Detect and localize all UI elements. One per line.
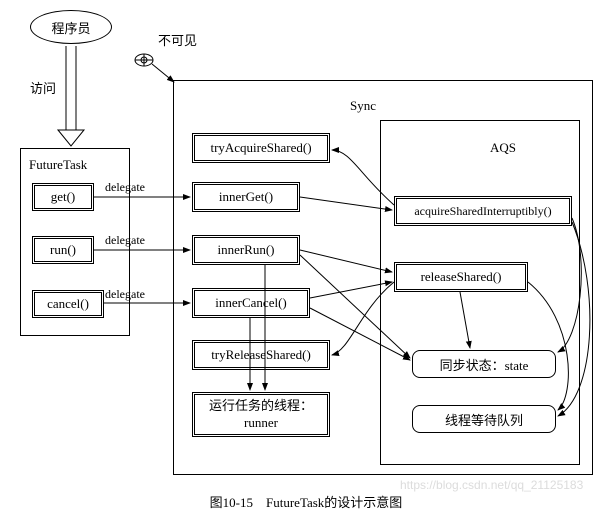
aqs-title-text: AQS: [490, 140, 516, 155]
delegate-text-1: delegate: [105, 180, 145, 194]
waitq-text: 线程等待队列: [445, 410, 523, 429]
invisible-text: 不可见: [158, 33, 197, 48]
tryrelease-node: tryReleaseShared(): [192, 340, 330, 370]
watermark-text: https://blog.csdn.net/qq_21125183: [400, 478, 583, 492]
sync-title: Sync: [350, 98, 376, 114]
get-text: get(): [51, 189, 76, 205]
innercancel-node: innerCancel(): [192, 288, 310, 318]
watermark: https://blog.csdn.net/qq_21125183: [400, 478, 583, 492]
delegate-label-1: delegate: [105, 180, 145, 195]
runner-node: 运行任务的线程：runner: [192, 392, 330, 437]
invisible-label: 不可见: [158, 30, 197, 49]
delegate-text-2: delegate: [105, 233, 145, 247]
get-node: get(): [32, 183, 94, 211]
run-text: run(): [50, 242, 76, 258]
innerrun-node: innerRun(): [192, 235, 300, 265]
sync-title-text: Sync: [350, 98, 376, 113]
innerget-text: innerGet(): [219, 189, 273, 205]
delegate-label-3: delegate: [105, 287, 145, 302]
eye-icon: [132, 48, 156, 72]
access-text: 访问: [30, 81, 56, 96]
runner-text: 运行任务的线程：runner: [195, 398, 327, 432]
waitq-node: 线程等待队列: [412, 405, 556, 433]
futuretask-title: FutureTask: [29, 157, 137, 173]
figure-caption: 图10-15 FutureTask的设计示意图: [0, 492, 612, 511]
state-node: 同步状态：state: [412, 350, 556, 378]
acqsi-node: acquireSharedInterruptibly(): [394, 196, 572, 226]
relshared-text: releaseShared(): [421, 269, 502, 285]
caption-text: 图10-15 FutureTask的设计示意图: [210, 495, 403, 510]
futuretask-title-text: FutureTask: [29, 157, 87, 172]
aqs-title: AQS: [490, 140, 516, 156]
access-label: 访问: [30, 78, 56, 97]
innercancel-text: innerCancel(): [215, 295, 286, 311]
relshared-node: releaseShared(): [394, 262, 528, 292]
tryacquire-text: tryAcquireShared(): [210, 140, 311, 156]
tryacquire-node: tryAcquireShared(): [192, 133, 330, 163]
cancel-node: cancel(): [32, 290, 104, 318]
programmer-label: 程序员: [51, 18, 90, 37]
delegate-label-2: delegate: [105, 233, 145, 248]
cancel-text: cancel(): [47, 296, 89, 312]
innerrun-text: innerRun(): [217, 242, 274, 258]
tryrelease-text: tryReleaseShared(): [211, 347, 311, 363]
run-node: run(): [32, 236, 94, 264]
programmer-node: 程序员: [30, 10, 112, 44]
innerget-node: innerGet(): [192, 182, 300, 212]
acqsi-text: acquireSharedInterruptibly(): [414, 204, 551, 219]
state-text: 同步状态：state: [440, 355, 529, 374]
delegate-text-3: delegate: [105, 287, 145, 301]
